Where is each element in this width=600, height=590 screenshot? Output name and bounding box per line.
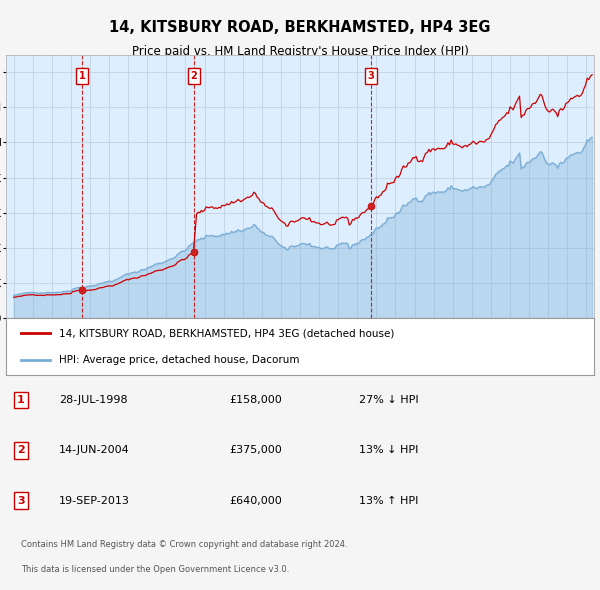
- Text: 2: 2: [191, 71, 197, 81]
- Text: 28-JUL-1998: 28-JUL-1998: [59, 395, 128, 405]
- Text: £375,000: £375,000: [229, 445, 282, 455]
- Text: Contains HM Land Registry data © Crown copyright and database right 2024.: Contains HM Land Registry data © Crown c…: [21, 540, 347, 549]
- Text: £158,000: £158,000: [229, 395, 282, 405]
- Text: 14-JUN-2004: 14-JUN-2004: [59, 445, 130, 455]
- Text: 27% ↓ HPI: 27% ↓ HPI: [359, 395, 418, 405]
- Text: 13% ↑ HPI: 13% ↑ HPI: [359, 496, 418, 506]
- Text: 14, KITSBURY ROAD, BERKHAMSTED, HP4 3EG: 14, KITSBURY ROAD, BERKHAMSTED, HP4 3EG: [109, 19, 491, 35]
- Text: HPI: Average price, detached house, Dacorum: HPI: Average price, detached house, Daco…: [59, 355, 299, 365]
- Text: 3: 3: [17, 496, 25, 506]
- Text: 2: 2: [17, 445, 25, 455]
- Text: 3: 3: [368, 71, 374, 81]
- Text: This data is licensed under the Open Government Licence v3.0.: This data is licensed under the Open Gov…: [21, 565, 289, 574]
- Text: 19-SEP-2013: 19-SEP-2013: [59, 496, 130, 506]
- Text: Price paid vs. HM Land Registry's House Price Index (HPI): Price paid vs. HM Land Registry's House …: [131, 45, 469, 58]
- Text: 1: 1: [17, 395, 25, 405]
- Text: £640,000: £640,000: [229, 496, 282, 506]
- Text: 1: 1: [79, 71, 85, 81]
- Text: 13% ↓ HPI: 13% ↓ HPI: [359, 445, 418, 455]
- Text: 14, KITSBURY ROAD, BERKHAMSTED, HP4 3EG (detached house): 14, KITSBURY ROAD, BERKHAMSTED, HP4 3EG …: [59, 329, 394, 339]
